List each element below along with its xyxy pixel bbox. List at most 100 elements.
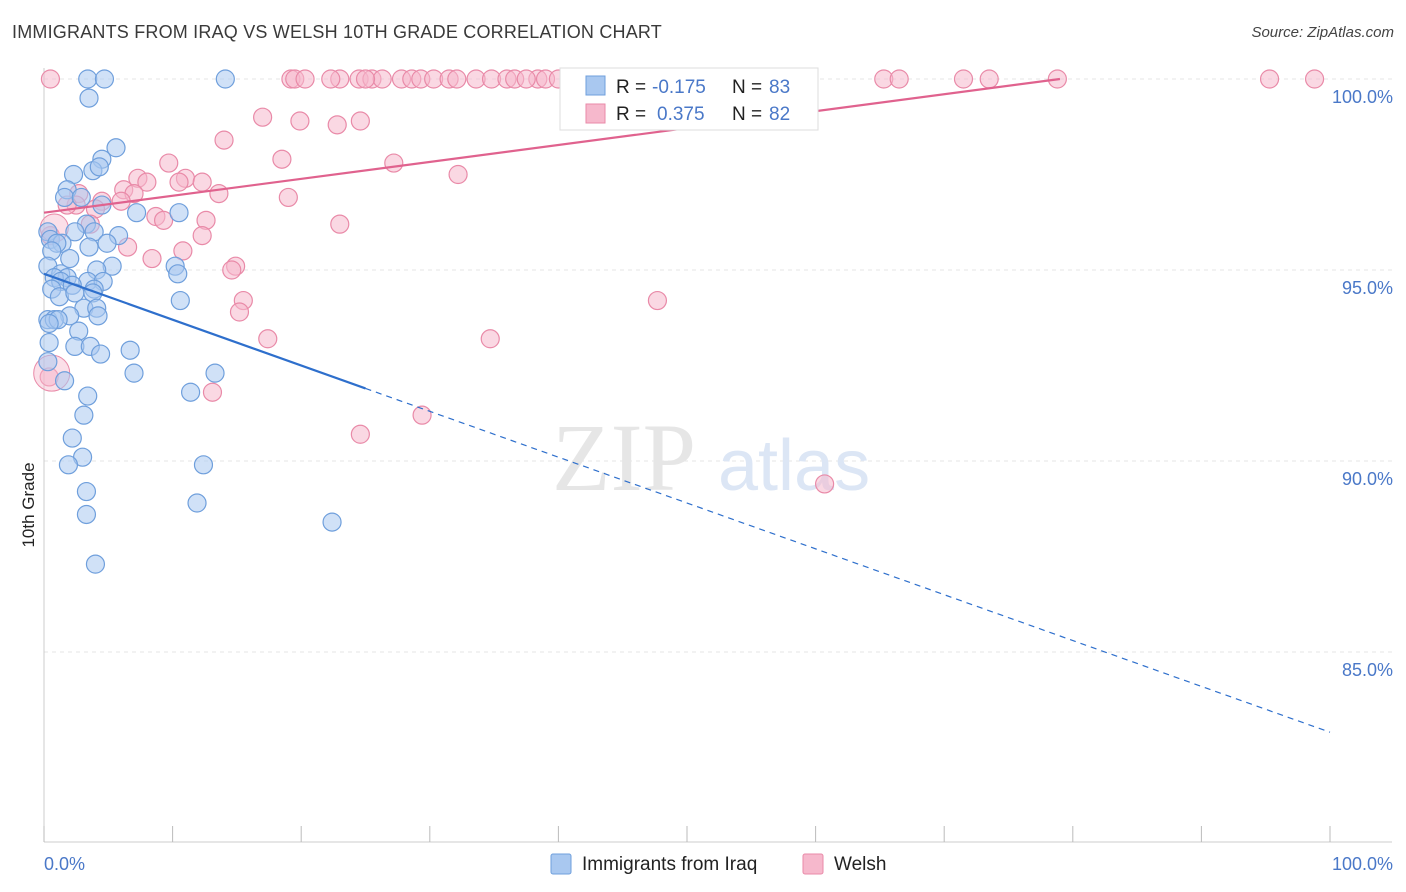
y-tick-label-2: 90.0%: [1342, 469, 1393, 489]
welsh-point-41: [272, 149, 292, 169]
chart-title: IMMIGRANTS FROM IRAQ VS WELSH 10TH GRADE…: [12, 22, 663, 42]
welsh-point-12: [447, 69, 467, 89]
welsh-point-32: [355, 69, 376, 89]
welsh-point-69: [142, 248, 162, 269]
watermark: ZIP atlas: [552, 404, 870, 511]
iraq-point-58: [120, 340, 140, 360]
iraq-point-10: [54, 187, 75, 208]
iraq-point-63: [181, 382, 201, 402]
welsh-point-2: [295, 69, 315, 89]
welsh-point-68: [173, 241, 193, 261]
welsh-point-64: [330, 214, 350, 234]
legend-label-iraq: Immigrants from Iraq: [582, 854, 757, 875]
iraq-point-60: [124, 363, 144, 383]
welsh-point-61: [153, 210, 174, 230]
x-tick-label-1: 100.0%: [1332, 854, 1393, 874]
iraq-point-23: [79, 237, 99, 257]
watermark-zip: ZIP: [552, 404, 696, 511]
gridlines: [44, 78, 1392, 653]
stats-box: R = -0.175 N = 83 R = 0.375 N = 82: [559, 67, 819, 131]
stats-swatch-iraq: [585, 75, 606, 96]
iraq-point-2: [215, 69, 235, 89]
welsh-point-49: [169, 172, 189, 192]
iraq-point-59: [38, 352, 58, 372]
welsh-point-29: [1304, 69, 1325, 89]
iraq-point-71: [187, 493, 207, 513]
watermark-atlas: atlas: [718, 426, 870, 506]
trend-welsh-solid: [43, 77, 1061, 214]
iraq-point-37: [168, 264, 188, 284]
stats-r-label-welsh: R =: [616, 104, 646, 125]
welsh-point-43: [159, 153, 179, 173]
iraq-point-66: [62, 428, 82, 448]
trend-iraq-solid: [43, 272, 366, 390]
legend-swatch-welsh: [802, 853, 824, 875]
y-axis-label: 10th Grade: [19, 462, 38, 547]
iraq-point-62: [54, 371, 75, 391]
iraq-point-52: [39, 313, 59, 334]
welsh-point-78: [412, 405, 432, 425]
iraq-point-72: [76, 504, 97, 525]
stats-n-value-welsh: 82: [769, 104, 790, 125]
source-label: Source: ZipAtlas.com: [1251, 24, 1394, 41]
welsh-point-37: [290, 111, 310, 131]
iraq-point-44: [170, 290, 190, 311]
welsh-point-79: [350, 424, 370, 444]
trend-lines: [43, 77, 1331, 733]
iraq-point-24: [97, 233, 117, 253]
stats-swatch-welsh: [585, 103, 606, 124]
stats-r-value-iraq: -0.175: [652, 77, 706, 98]
welsh-point-53: [209, 184, 229, 204]
iraq-point-26: [60, 248, 80, 269]
welsh-point-39: [350, 111, 370, 131]
welsh-point-28: [1259, 69, 1280, 89]
welsh-point-6: [372, 69, 392, 89]
welsh-point-38: [327, 115, 347, 135]
welsh-point-33: [516, 69, 536, 89]
welsh-point-71: [222, 260, 242, 280]
welsh-point-24: [889, 69, 909, 89]
welsh-point-40: [214, 130, 234, 150]
legend: Immigrants from Iraq Welsh: [550, 853, 886, 875]
welsh-point-48: [192, 172, 212, 192]
iraq-point-14: [169, 203, 189, 223]
iraq-point-64: [78, 386, 98, 406]
welsh-point-77: [202, 382, 223, 402]
iraq-point-69: [58, 455, 79, 475]
welsh-point-47: [137, 172, 157, 192]
welsh-point-30: [40, 69, 61, 89]
tick-labels: 100.0% 95.0% 90.0% 85.0% 0.0% 100.0%: [44, 87, 1393, 874]
stats-r-value-welsh: 0.375: [657, 104, 705, 125]
y-tick-label-3: 85.0%: [1342, 660, 1393, 680]
iraq-point-11: [71, 187, 91, 208]
iraq-point-4: [106, 138, 126, 158]
y-tick-label-1: 95.0%: [1342, 278, 1393, 298]
stats-n-value-iraq: 83: [769, 77, 790, 98]
welsh-point-25: [953, 69, 974, 89]
stats-n-label-welsh: N =: [732, 104, 762, 125]
iraq-point-73: [322, 512, 342, 532]
stats-n-label-iraq: N =: [732, 77, 762, 98]
welsh-point-80: [815, 474, 835, 494]
y-tick-label-0: 100.0%: [1332, 87, 1393, 107]
iraq-point-61: [205, 363, 225, 383]
welsh-point-31: [321, 69, 341, 89]
iraq-point-13: [126, 203, 147, 223]
iraq-point-54: [39, 332, 59, 353]
iraq-point-3: [79, 88, 99, 108]
axes: [43, 68, 1392, 843]
welsh-point-76: [480, 329, 500, 349]
iraq-point-1: [94, 69, 115, 89]
iraq-point-70: [76, 481, 97, 502]
series-iraq: [38, 69, 342, 574]
legend-label-welsh: Welsh: [834, 854, 886, 875]
welsh-point-44: [448, 164, 468, 185]
welsh-point-42: [384, 153, 404, 173]
iraq-point-65: [74, 405, 94, 425]
iraq-point-74: [85, 554, 106, 574]
iraq-point-0: [78, 69, 98, 89]
welsh-point-66: [192, 226, 212, 246]
welsh-point-75: [258, 329, 278, 349]
iraq-point-68: [193, 455, 214, 475]
